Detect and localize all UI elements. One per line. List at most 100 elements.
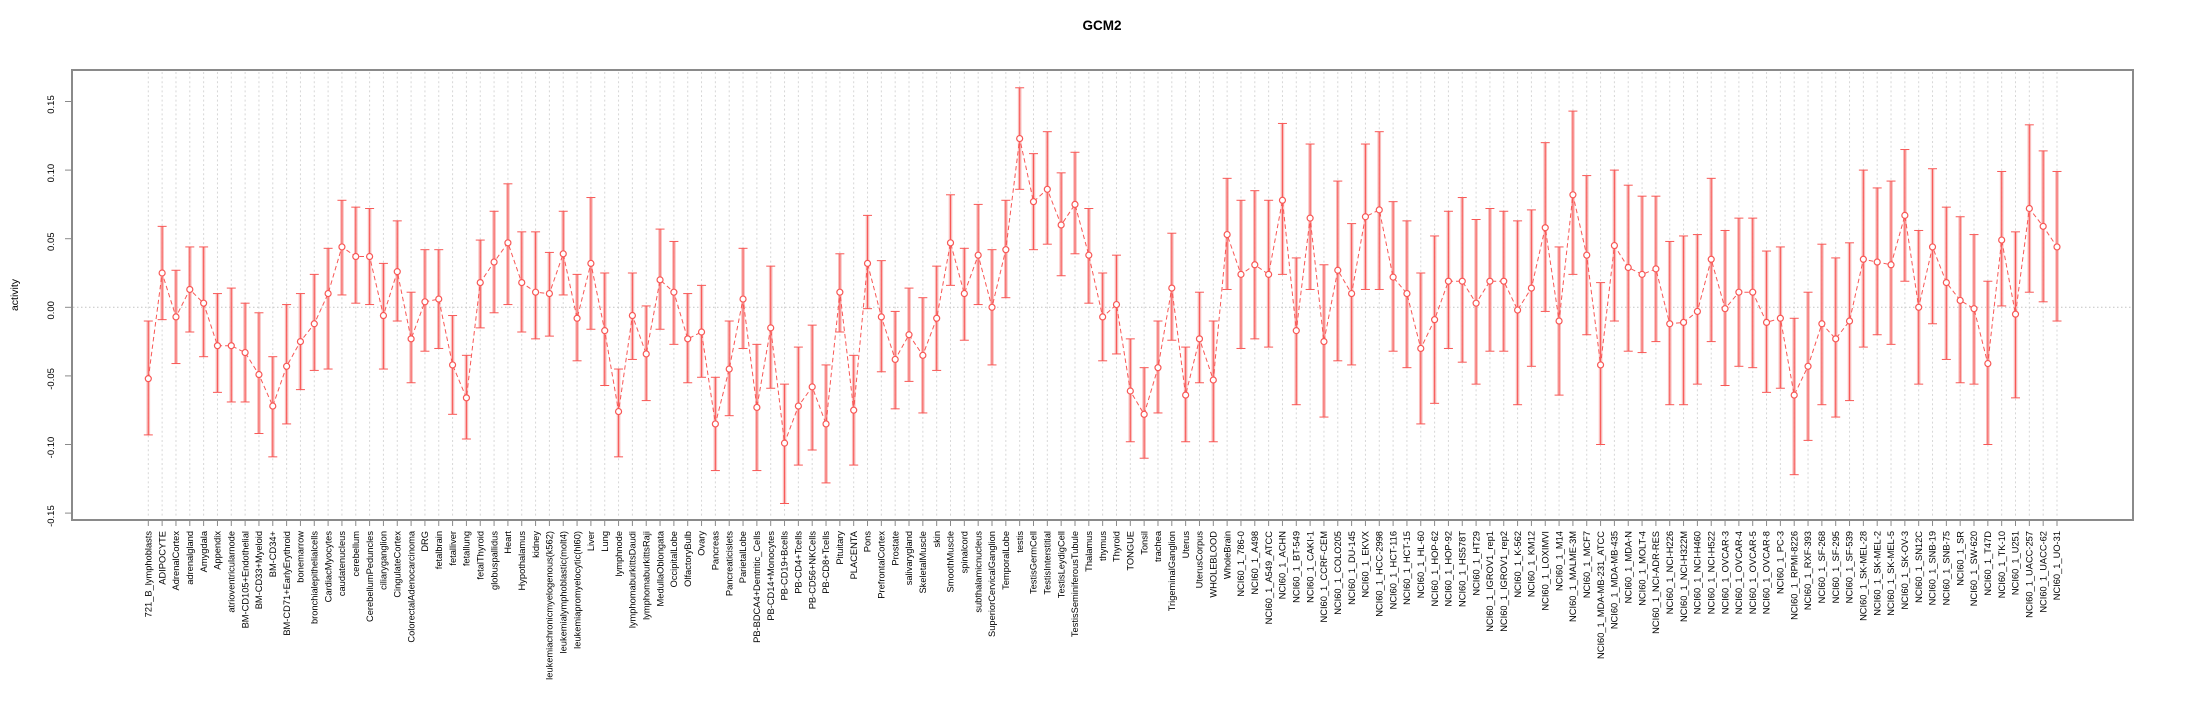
data-point xyxy=(684,335,692,343)
data-point xyxy=(296,338,305,346)
x-tick-label: NCI60_1_HCT-15 xyxy=(1402,531,1412,605)
data-point xyxy=(1375,206,1383,214)
chart-title: GCM2 xyxy=(1082,18,1121,33)
x-tick-label: NCI60_1_RXF-393 xyxy=(1803,531,1813,610)
data-point xyxy=(1707,255,1715,263)
data-point xyxy=(905,331,913,339)
x-tick-label: fetalbrain xyxy=(434,531,444,569)
x-tick-label: Thalamus xyxy=(1084,531,1094,572)
data-point xyxy=(1679,318,1688,326)
data-point xyxy=(1444,277,1453,285)
x-tick-label: NCI60_1_NCI-H522 xyxy=(1706,531,1716,614)
data-point xyxy=(1998,236,2006,244)
data-point xyxy=(601,327,609,335)
x-tick-label: NCI60_1_RPMI-8226 xyxy=(1789,531,1799,620)
data-point xyxy=(1209,376,1217,384)
x-tick-label: NCI60_1_OVCAR-5 xyxy=(1748,531,1758,614)
x-tick-label: NCI60_1_IGROV1_rep1 xyxy=(1485,531,1495,632)
data-point xyxy=(2053,243,2061,251)
x-tick-label: NCI60_1_NCI-ADR-RES xyxy=(1651,531,1661,634)
x-tick-label: BM-CD71+EarlyErythroid xyxy=(282,531,292,636)
data-point xyxy=(891,355,899,364)
x-tick-label: fetalliver xyxy=(448,531,458,566)
x-tick-label: NCI60_1_SNB-19 xyxy=(1928,531,1938,605)
data-point xyxy=(1652,265,1660,273)
data-point xyxy=(1472,299,1480,307)
data-point xyxy=(1610,241,1619,250)
data-point xyxy=(1403,289,1411,298)
x-tick-label: MedullaOblongata xyxy=(655,530,665,606)
x-tick-label: WholeBrain xyxy=(1222,531,1232,579)
data-point xyxy=(1223,230,1231,239)
data-point xyxy=(448,361,457,369)
x-tick-label: SmoothMuscle xyxy=(946,531,956,593)
x-tick-label: NCI60_1_OVCAR-8 xyxy=(1762,531,1772,614)
x-tick-label: NCI60_1_UO-31 xyxy=(2052,531,2062,600)
data-point xyxy=(960,289,968,298)
x-tick-label: lymphomaburkittsRaji xyxy=(641,531,651,620)
y-axis-title: activity xyxy=(9,278,21,311)
x-tick-label: fetallung xyxy=(462,531,472,566)
x-tick-label: NCI60_1_K-562 xyxy=(1513,531,1523,598)
x-tick-label: WHOLEBLOOD xyxy=(1208,531,1218,598)
data-point xyxy=(946,239,955,247)
x-tick-label: NCI60_1_SK-MEL-2 xyxy=(1872,531,1882,616)
x-tick-label: NCI60_1_SF-295 xyxy=(1831,531,1841,603)
data-point xyxy=(573,314,581,322)
x-tick-label: PB-BDCA4+Dentritic_Cells xyxy=(752,531,762,643)
x-tick-label: PB-CD56+NKCells xyxy=(807,531,817,610)
data-point xyxy=(1942,279,1950,287)
data-point xyxy=(1527,284,1536,292)
data-point xyxy=(1002,246,1010,254)
data-point xyxy=(421,298,429,306)
data-point xyxy=(531,288,540,296)
data-point xyxy=(1334,266,1342,274)
data-point xyxy=(1099,313,1107,321)
x-tick-label: Tonsil xyxy=(1139,531,1149,555)
data-point xyxy=(504,239,512,247)
data-point xyxy=(227,342,235,350)
x-tick-label: NCI60_1_COLO205 xyxy=(1333,531,1343,615)
x-tick-label: bonemarrow xyxy=(296,531,306,583)
x-tick-label: lymphnode xyxy=(614,531,624,576)
data-point xyxy=(241,348,249,357)
data-point xyxy=(1195,335,1204,343)
x-tick-label: AdrenalCortex xyxy=(171,531,181,591)
data-point xyxy=(1348,289,1356,298)
data-point xyxy=(780,439,789,447)
data-point xyxy=(1596,361,1605,369)
data-point xyxy=(338,243,346,251)
data-point xyxy=(642,350,650,358)
x-tick-label: ColorectalAdenocarcinoma xyxy=(406,530,416,642)
data-point xyxy=(365,252,374,261)
x-tick-label: leukemiachronicmyelogenous(k562) xyxy=(545,531,555,680)
data-point xyxy=(1859,255,1867,263)
data-point xyxy=(1361,213,1370,221)
data-point xyxy=(2039,222,2047,230)
data-point xyxy=(1458,277,1466,285)
x-tick-label: NCI60_1_HCC-2998 xyxy=(1374,531,1384,617)
x-tick-label: atrioventricularnode xyxy=(226,531,236,613)
data-point xyxy=(1873,258,1881,266)
data-point xyxy=(518,279,526,287)
x-tick-label: NCI60_1_HOP-92 xyxy=(1444,531,1454,606)
data-point xyxy=(144,375,152,383)
x-tick-label: NCI60_1_HOP-62 xyxy=(1430,531,1440,606)
data-point xyxy=(974,251,982,259)
data-point xyxy=(186,285,194,294)
data-point xyxy=(1762,318,1771,326)
y-tick-label: -0.15 xyxy=(46,505,57,527)
data-point xyxy=(767,324,775,332)
data-point xyxy=(1486,277,1494,285)
x-tick-label: NCI60_1_TK-10 xyxy=(1997,531,2007,598)
data-point xyxy=(1278,196,1287,204)
data-point xyxy=(213,342,222,350)
x-tick-label: 721_B_lymphoblasts xyxy=(144,531,154,618)
x-tick-label: Amygdala xyxy=(199,530,209,572)
data-point xyxy=(1638,270,1646,278)
data-point xyxy=(1251,261,1259,269)
data-point xyxy=(379,311,388,320)
x-tick-label: NCI60_1_ACHN xyxy=(1278,531,1288,599)
x-tick-label: TemporalLobe xyxy=(1001,531,1011,590)
